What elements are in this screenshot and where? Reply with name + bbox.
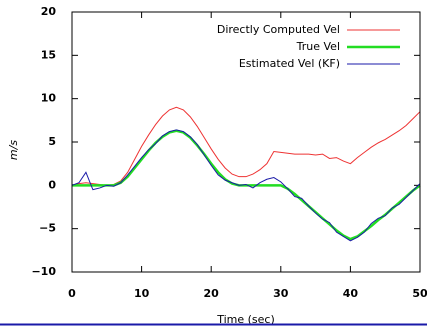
y-tick-label: −5 xyxy=(39,222,56,235)
legend-label: Estimated Vel (KF) xyxy=(239,57,340,70)
y-tick-label: 20 xyxy=(41,5,57,18)
y-tick-label: 15 xyxy=(41,48,56,61)
x-tick-label: 40 xyxy=(343,287,359,300)
x-tick-label: 10 xyxy=(134,287,150,300)
y-tick-label: 10 xyxy=(41,92,57,105)
legend-label: Directly Computed Vel xyxy=(217,23,340,36)
y-axis-label: m/s xyxy=(7,140,20,160)
data-line xyxy=(72,129,421,241)
x-axis-label: Time (sec) xyxy=(216,313,275,326)
data-line xyxy=(71,106,421,186)
legend-label: True Vel xyxy=(296,40,340,53)
y-tick-label: 5 xyxy=(48,135,56,148)
x-tick-label: 50 xyxy=(412,287,427,300)
x-tick-label: 0 xyxy=(68,287,76,300)
data-line xyxy=(71,129,421,242)
x-tick-label: 30 xyxy=(273,287,289,300)
y-tick-label: −10 xyxy=(31,265,56,278)
y-tick-label: 0 xyxy=(48,178,56,191)
plot-frame xyxy=(71,11,421,273)
x-tick-label: 20 xyxy=(204,287,220,300)
